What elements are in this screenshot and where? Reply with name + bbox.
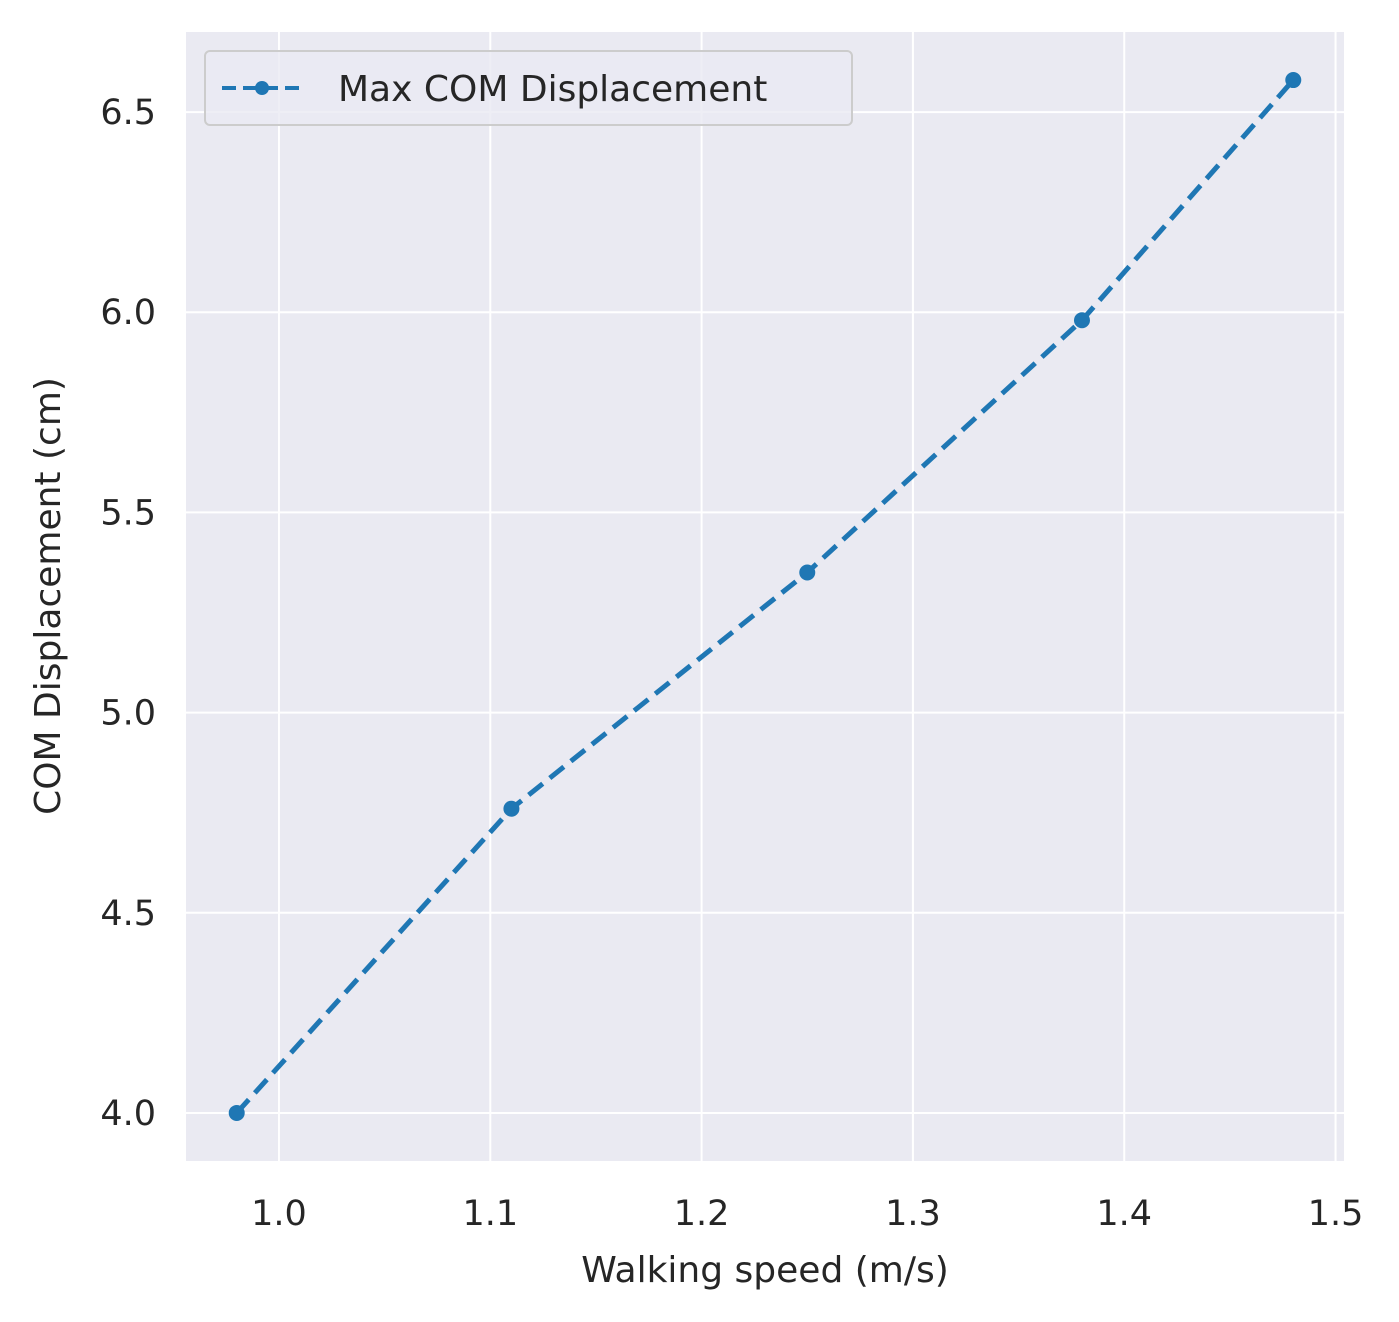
- x-tick-labels: 1.0 1.1 1.2 1.3 1.4 1.5: [251, 1194, 1363, 1234]
- legend-marker-swatch: [255, 81, 269, 95]
- data-point: [503, 800, 520, 817]
- series-layer: [228, 72, 1302, 1121]
- data-point: [1073, 312, 1090, 329]
- x-tick-label: 1.5: [1308, 1194, 1364, 1234]
- data-point: [1285, 72, 1302, 89]
- y-tick-label: 4.0: [100, 1094, 156, 1134]
- x-axis-label: Walking speed (m/s): [581, 1250, 949, 1291]
- y-tick-label: 5.5: [100, 493, 156, 533]
- data-point: [799, 564, 816, 581]
- y-tick-label: 6.5: [100, 93, 156, 133]
- y-tick-labels: 4.0 4.5 5.0 5.5 6.0 6.5: [100, 93, 156, 1134]
- legend: Max COM Displacement: [204, 50, 853, 126]
- y-tick-label: 5.0: [100, 694, 156, 734]
- y-tick-label: 6.0: [100, 293, 156, 333]
- x-tick-label: 1.0: [251, 1194, 307, 1234]
- legend-label: Max COM Displacement: [338, 69, 767, 110]
- x-tick-label: 1.1: [462, 1194, 518, 1234]
- legend-box: [204, 50, 853, 126]
- y-tick-label: 4.5: [100, 894, 156, 934]
- y-axis-label: COM Displacement (cm): [28, 377, 69, 815]
- x-tick-label: 1.4: [1096, 1194, 1152, 1234]
- x-tick-label: 1.2: [674, 1194, 730, 1234]
- data-point: [228, 1104, 245, 1121]
- plot-background: [186, 32, 1344, 1161]
- x-tick-label: 1.3: [885, 1194, 941, 1234]
